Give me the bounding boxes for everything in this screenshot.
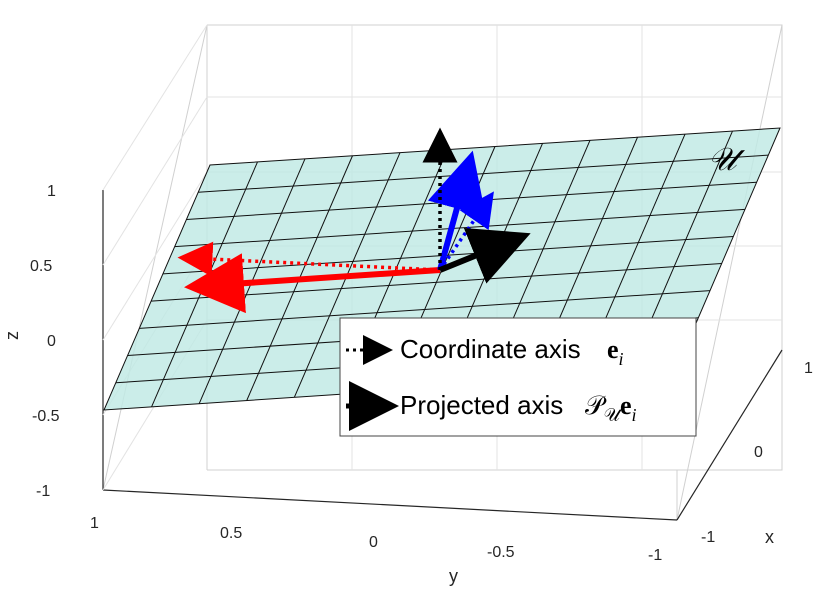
- x-tick-label: 1: [804, 360, 813, 377]
- z-tick-label: 1: [47, 183, 56, 200]
- x-axis-label: x: [765, 527, 774, 547]
- axes-box-back: [207, 24, 783, 471]
- grid-line: [102, 24, 208, 191]
- z-tick-label: 0: [47, 333, 56, 350]
- z-axis-label: z: [2, 331, 22, 340]
- y-tick-label: -0.5: [487, 544, 515, 561]
- axis-labels: z y x: [2, 331, 774, 586]
- y-tick-label: 0.5: [220, 525, 242, 542]
- axes-floor-front: [102, 489, 678, 521]
- z-tick-label: 0.5: [30, 258, 52, 275]
- y-axis-label: y: [449, 566, 458, 586]
- legend-math-1: ei: [607, 335, 624, 369]
- y-tick-label: 0: [369, 534, 378, 551]
- tick-labels: 1 0.5 0 -0.5 -1 1 0.5 0 -0.5 -1 1 0 -1: [30, 183, 813, 564]
- y-tick-label: 1: [90, 515, 99, 532]
- legend-box: [339, 317, 697, 437]
- legend-math-2: 𝒫𝒰ei: [585, 391, 637, 425]
- legend-text-2: Projected axis: [400, 390, 563, 420]
- z-tick-label: -1: [36, 483, 50, 500]
- x-tick-label: 0: [754, 444, 763, 461]
- z-tick-label: -0.5: [32, 408, 60, 425]
- y-tick-label: -1: [648, 547, 662, 564]
- red-projected-axis: [184, 253, 441, 314]
- axes-floor-right: [676, 349, 783, 521]
- legend: Coordinate axis ei Projected axis 𝒫𝒰ei: [339, 317, 697, 437]
- blue-projected-axis: [427, 150, 486, 271]
- x-tick-label: -1: [701, 529, 715, 546]
- vector-group: [177, 127, 531, 314]
- grid-line: [102, 171, 208, 341]
- grid-line: [102, 96, 208, 266]
- black-projected-axis: [438, 227, 531, 284]
- legend-text-1: Coordinate axis: [400, 334, 581, 364]
